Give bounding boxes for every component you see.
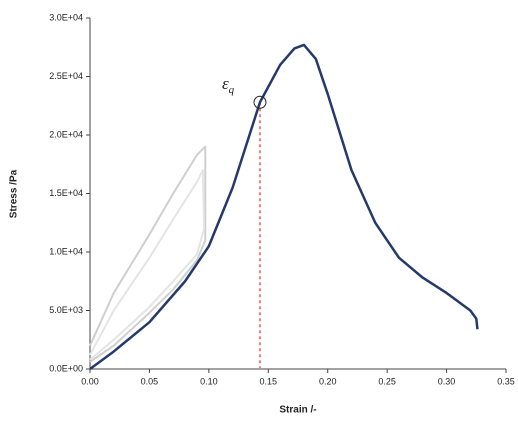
y-tick-label: 1.0E+04 [49,246,83,256]
annotation-marker [253,95,267,109]
annotation-subscript: q [229,84,235,96]
annotation-symbol: ε [222,74,229,93]
x-tick-label: 0.25 [378,376,396,386]
x-axis-title: Strain /- [279,405,316,416]
series-line [89,145,207,363]
annotation-label: εq [222,74,235,96]
x-tick-label: 0.00 [81,376,99,386]
y-tick-label: 1.5E+04 [49,188,83,198]
y-tick-label: 2.5E+04 [49,71,83,81]
x-tick-label: 0.10 [200,376,218,386]
x-tick-label: 0.20 [319,376,337,386]
y-tick-label: 3.0E+04 [49,12,83,22]
series-line [89,169,206,361]
y-tick-label: 0.0E+00 [49,363,83,373]
y-tick-label: 5.0E+03 [49,305,83,315]
x-tick-label: 0.35 [497,376,515,386]
series-line [89,43,479,371]
y-axis-title: Stress /Pa [9,169,20,218]
y-tick-label: 2.0E+04 [49,129,83,139]
x-tick-label: 0.30 [438,376,456,386]
x-tick-label: 0.05 [141,376,159,386]
x-tick-label: 0.15 [260,376,278,386]
